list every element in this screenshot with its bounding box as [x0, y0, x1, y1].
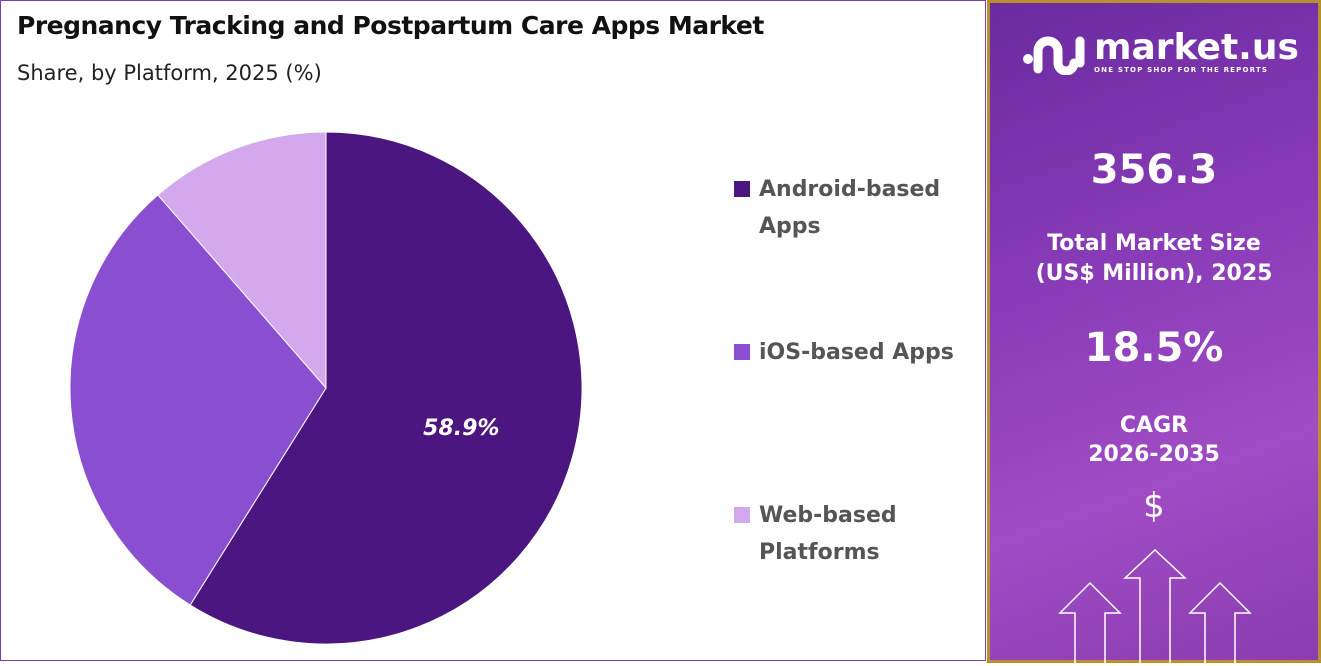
market-size-unit: (US$ Million), 2025 — [1035, 261, 1273, 286]
summary-panel: market.us ONE STOP SHOP FOR THE REPORTS 3… — [987, 0, 1321, 666]
legend-swatch — [734, 344, 750, 360]
market-size-value: 356.3 — [1090, 147, 1218, 193]
legend-item-ios: iOS-based Apps — [734, 334, 954, 371]
legend-item-web: Web-based Platforms — [734, 497, 929, 571]
pie-chart: 58.9% — [69, 131, 583, 645]
growth-arrows-icon — [1058, 548, 1252, 666]
cagr-label: CAGR — [1119, 413, 1189, 438]
logo-icon — [1023, 36, 1085, 75]
cagr-period: 2026-2035 — [1088, 442, 1220, 467]
pie-slice-web-based-platforms — [157, 131, 327, 390]
market-size-label: Total Market Size — [1047, 231, 1261, 256]
legend-item-android: Android-based Apps — [734, 171, 959, 245]
legend-swatch — [734, 507, 750, 523]
dollar-icon: $ — [1143, 486, 1165, 526]
legend-swatch — [734, 181, 750, 197]
cagr-value: 18.5% — [1084, 325, 1224, 371]
pie-slice-android-based-apps — [189, 131, 583, 645]
chart-area: Pregnancy Tracking and Postpartum Care A… — [0, 0, 986, 661]
data-label: 58.9% — [423, 416, 499, 441]
market-us-logo: market.us ONE STOP SHOP FOR THE REPORTS — [1022, 29, 1299, 75]
chart-title: Pregnancy Tracking and Postpartum Care A… — [17, 11, 764, 40]
pie-slice-ios-based-apps — [69, 194, 327, 606]
chart-subtitle: Share, by Platform, 2025 (%) — [17, 61, 322, 85]
